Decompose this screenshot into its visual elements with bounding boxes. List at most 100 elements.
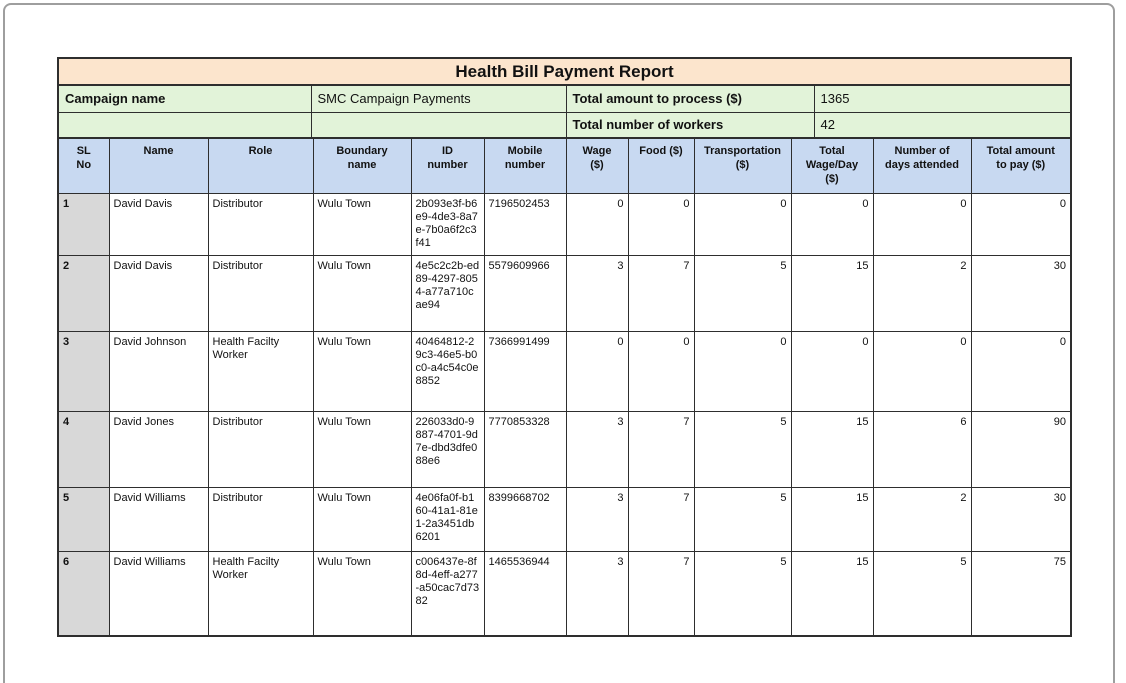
cell-mobile: 8399668702 — [483, 486, 567, 552]
cell-wage: 3 — [565, 254, 629, 332]
cell-total-to-pay: 30 — [970, 254, 1072, 332]
cell-total-wage-day: 15 — [790, 550, 874, 637]
cell-mobile: 5579609966 — [483, 254, 567, 332]
cell-sl-no: 1 — [57, 192, 110, 256]
cell-total-to-pay: 0 — [970, 192, 1072, 256]
cell-transportation: 0 — [693, 192, 792, 256]
empty-cell — [310, 111, 567, 139]
col-header-total-wage-day: Total Wage/Day ($) — [790, 137, 874, 194]
cell-food: 7 — [627, 486, 695, 552]
cell-wage: 0 — [565, 330, 629, 412]
cell-total-wage-day: 0 — [790, 192, 874, 256]
cell-role: Distributor — [207, 192, 314, 256]
cell-sl-no: 3 — [57, 330, 110, 412]
cell-wage: 0 — [565, 192, 629, 256]
total-amount-value: 1365 — [813, 84, 1072, 113]
table-row: 4 David Jones Distributor Wulu Town 2260… — [57, 410, 1072, 488]
cell-transportation: 0 — [693, 330, 792, 412]
col-header-food: Food ($) — [627, 137, 695, 194]
cell-days-attended: 2 — [872, 486, 972, 552]
table-row: 3 David Johnson Health Facilty Worker Wu… — [57, 330, 1072, 412]
cell-transportation: 5 — [693, 254, 792, 332]
col-header-days-attended: Number of days attended — [872, 137, 972, 194]
report-title: Health Bill Payment Report — [57, 57, 1072, 86]
cell-transportation: 5 — [693, 550, 792, 637]
table-row: 6 David Williams Health Facilty Worker W… — [57, 550, 1072, 637]
cell-id-number: 226033d0-9887-4701-9d7e-dbd3dfe088e6 — [410, 410, 485, 488]
cell-id-number: 2b093e3f-b6e9-4de3-8a7e-7b0a6f2c3f41 — [410, 192, 485, 256]
table-row: 5 David Williams Distributor Wulu Town 4… — [57, 486, 1072, 552]
cell-name: David Johnson — [108, 330, 209, 412]
cell-id-number: 4e5c2c2b-ed89-4297-8054-a77a710cae94 — [410, 254, 485, 332]
cell-total-to-pay: 75 — [970, 550, 1072, 637]
title-row: Health Bill Payment Report — [57, 57, 1072, 86]
payment-table: SL No Name Role Boundary name ID number … — [57, 137, 1072, 637]
cell-wage: 3 — [565, 550, 629, 637]
cell-sl-no: 5 — [57, 486, 110, 552]
cell-total-to-pay: 0 — [970, 330, 1072, 412]
table-row: 1 David Davis Distributor Wulu Town 2b09… — [57, 192, 1072, 256]
cell-mobile: 7770853328 — [483, 410, 567, 488]
cell-boundary: Wulu Town — [312, 330, 412, 412]
cell-role: Health Facilty Worker — [207, 330, 314, 412]
cell-role: Distributor — [207, 254, 314, 332]
cell-food: 0 — [627, 330, 695, 412]
health-bill-payment-report: Health Bill Payment Report Campaign name… — [57, 57, 1073, 637]
table-header-row: SL No Name Role Boundary name ID number … — [57, 137, 1072, 194]
empty-cell — [57, 111, 312, 139]
cell-days-attended: 6 — [872, 410, 972, 488]
cell-name: David Williams — [108, 550, 209, 637]
cell-sl-no: 6 — [57, 550, 110, 637]
total-amount-label: Total amount to process ($) — [565, 84, 815, 113]
cell-wage: 3 — [565, 410, 629, 488]
campaign-name-label: Campaign name — [57, 84, 312, 113]
cell-mobile: 7196502453 — [483, 192, 567, 256]
cell-total-wage-day: 15 — [790, 254, 874, 332]
cell-sl-no: 4 — [57, 410, 110, 488]
cell-food: 7 — [627, 254, 695, 332]
col-header-transportation: Transportation ($) — [693, 137, 792, 194]
cell-food: 7 — [627, 410, 695, 488]
table-row: 2 David Davis Distributor Wulu Town 4e5c… — [57, 254, 1072, 332]
cell-id-number: 40464812-29c3-46e5-b0c0-a4c54c0e8852 — [410, 330, 485, 412]
col-header-id-number: ID number — [410, 137, 485, 194]
cell-days-attended: 0 — [872, 330, 972, 412]
col-header-wage: Wage ($) — [565, 137, 629, 194]
cell-food: 7 — [627, 550, 695, 637]
col-header-role: Role — [207, 137, 314, 194]
cell-days-attended: 5 — [872, 550, 972, 637]
cell-boundary: Wulu Town — [312, 410, 412, 488]
col-header-sl-no: SL No — [57, 137, 110, 194]
cell-total-wage-day: 0 — [790, 330, 874, 412]
cell-days-attended: 0 — [872, 192, 972, 256]
cell-days-attended: 2 — [872, 254, 972, 332]
cell-boundary: Wulu Town — [312, 254, 412, 332]
cell-boundary: Wulu Town — [312, 192, 412, 256]
cell-transportation: 5 — [693, 486, 792, 552]
cell-role: Distributor — [207, 410, 314, 488]
cell-sl-no: 2 — [57, 254, 110, 332]
cell-wage: 3 — [565, 486, 629, 552]
workers-row: Total number of workers 42 — [57, 111, 1072, 139]
cell-boundary: Wulu Town — [312, 486, 412, 552]
cell-total-to-pay: 30 — [970, 486, 1072, 552]
col-header-mobile-number: Mobile number — [483, 137, 567, 194]
cell-transportation: 5 — [693, 410, 792, 488]
col-header-total-amount: Total amount to pay ($) — [970, 137, 1072, 194]
cell-total-wage-day: 15 — [790, 410, 874, 488]
cell-id-number: c006437e-8f8d-4eff-a277-a50cac7d7382 — [410, 550, 485, 637]
cell-total-to-pay: 90 — [970, 410, 1072, 488]
cell-role: Health Facilty Worker — [207, 550, 314, 637]
cell-food: 0 — [627, 192, 695, 256]
cell-name: David Davis — [108, 192, 209, 256]
campaign-row: Campaign name SMC Campaign Payments Tota… — [57, 84, 1072, 113]
cell-mobile: 7366991499 — [483, 330, 567, 412]
report-summary-table: Health Bill Payment Report Campaign name… — [57, 57, 1073, 139]
total-workers-label: Total number of workers — [565, 111, 815, 139]
total-workers-value: 42 — [813, 111, 1072, 139]
campaign-name-value: SMC Campaign Payments — [310, 84, 567, 113]
col-header-name: Name — [108, 137, 209, 194]
cell-name: David Jones — [108, 410, 209, 488]
cell-boundary: Wulu Town — [312, 550, 412, 637]
cell-role: Distributor — [207, 486, 314, 552]
